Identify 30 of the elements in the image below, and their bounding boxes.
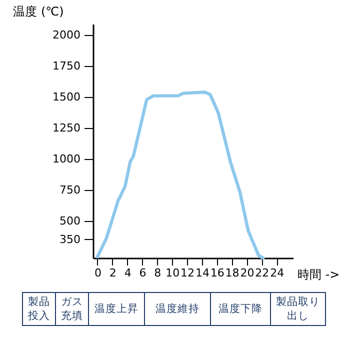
x-tick-label: 4 [124,266,132,280]
text: 温度上昇 [88,292,144,326]
y-tick-label: 1250 [52,122,80,134]
line-series [96,90,265,260]
x-tick-label: 14 [195,266,210,280]
text: 温度下降 [210,292,270,326]
x-tick-label: 2 [109,266,116,280]
y-tick-label: 1000 [52,152,80,166]
text: 製品取り出し [270,292,326,326]
x-tick-label: 6 [139,266,146,280]
text: ガス充填 [56,292,88,326]
text: 温度維持 [144,292,210,326]
x-tick-label: 12 [180,266,195,280]
y-tick-label: 2000 [52,28,80,42]
y-tick-label: 1500 [52,90,80,104]
x-tick-label: 8 [154,266,162,280]
x-tick-label: 16 [210,266,224,280]
x-tick-label: 20 [240,266,254,280]
y-tick-label: 750 [60,183,80,196]
y-tick-label: 500 [60,214,80,228]
y-axis-title: 温度 (℃) [13,4,64,18]
y-tick-label: 350 [60,232,80,246]
x-tick-label: 22 [255,266,270,280]
y-tick-label: 1750 [52,60,80,73]
text: 製品投入 [22,292,56,326]
x-tick-label: 18 [225,266,240,280]
x-tick-label: 0 [94,266,102,280]
x-tick-label: 10 [166,266,180,280]
x-axis-title: 時間 -> [298,268,340,282]
x-tick-label: 24 [270,266,284,280]
